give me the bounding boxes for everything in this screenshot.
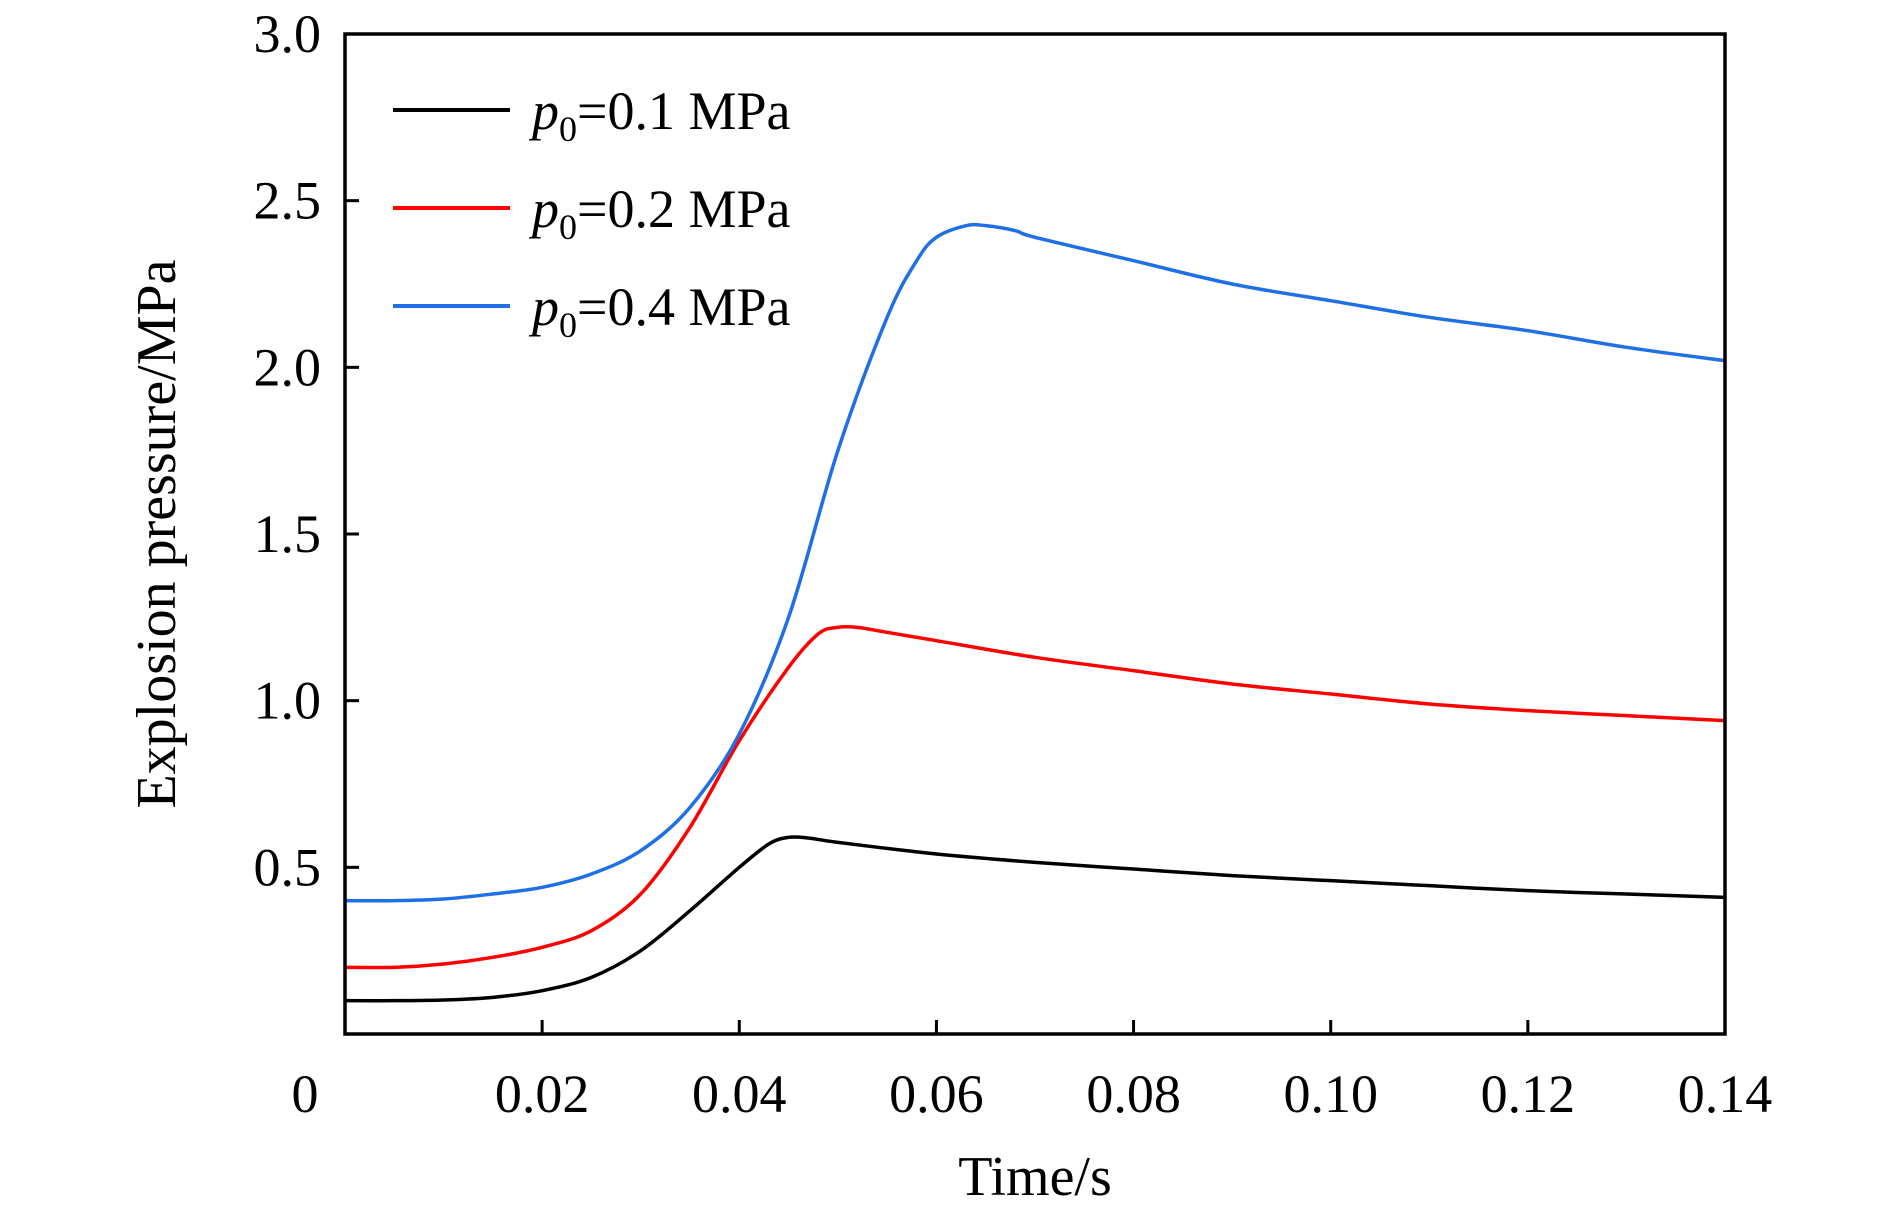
x-axis-title: Time/s (958, 1146, 1112, 1208)
x-tick-label: 0.08 (1086, 1064, 1181, 1124)
y-tick-label: 1.5 (254, 504, 322, 564)
x-tick-label: 0 (292, 1064, 319, 1124)
legend-label-1: p0=0.1 MPa (528, 81, 791, 149)
legend-subscript: 0 (559, 207, 577, 247)
x-tick-label: 0.04 (692, 1064, 787, 1124)
series-layer (344, 222, 1726, 1003)
x-axis: 0 0.02 0.04 0.06 0.08 0.10 0.12 0.14 (292, 1020, 1773, 1124)
legend-value: =0.1 MPa (577, 81, 791, 141)
y-tick-label: 2.0 (254, 337, 322, 397)
y-axis-title: Explosion pressure/MPa (126, 259, 188, 808)
series-line-3 (344, 222, 1726, 903)
x-tick-label: 0.10 (1283, 1064, 1378, 1124)
y-tick-label: 0.5 (254, 837, 322, 897)
legend-subscript: 0 (559, 305, 577, 345)
legend-label-2: p0=0.2 MPa (528, 179, 791, 247)
y-tick-label: 1.0 (254, 671, 322, 731)
series-line-2 (344, 624, 1726, 970)
legend-var: p (528, 179, 559, 239)
x-tick-label: 0.12 (1481, 1064, 1576, 1124)
x-tick-label: 0.02 (495, 1064, 590, 1124)
x-tick-label: 0.06 (889, 1064, 984, 1124)
legend-var: p (528, 81, 559, 141)
legend-value: =0.2 MPa (577, 179, 791, 239)
series-line-1 (344, 835, 1726, 1003)
legend-var: p (528, 277, 559, 337)
y-axis: 0.5 1.0 1.5 2.0 2.5 3.0 (254, 4, 359, 897)
legend-subscript: 0 (559, 109, 577, 149)
legend-label-3: p0=0.4 MPa (528, 277, 791, 345)
y-tick-label: 2.5 (254, 171, 322, 231)
x-tick-label: 0.14 (1678, 1064, 1773, 1124)
legend-value: =0.4 MPa (577, 277, 791, 337)
y-tick-label: 3.0 (254, 4, 322, 64)
